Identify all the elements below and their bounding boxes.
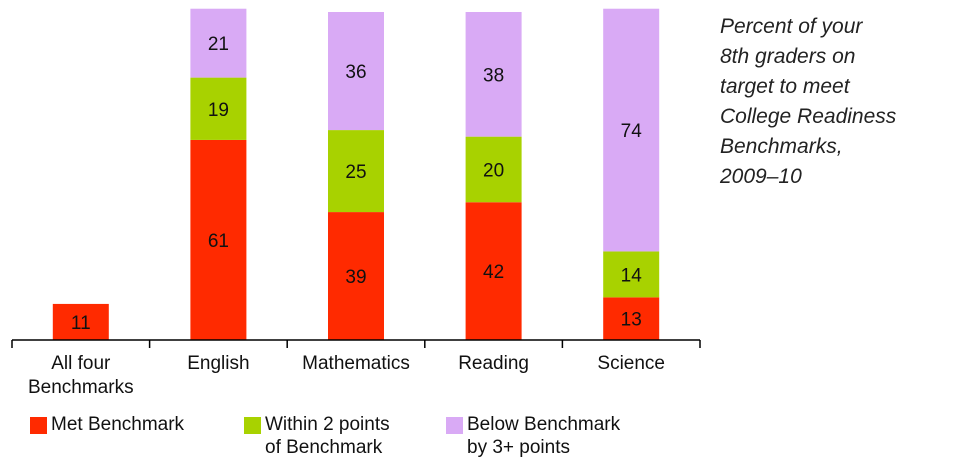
stacked-bar-chart: 11 61 19 21 39 25 36 42 20 38 13 14 74 All four Bench…	[11, 8, 701, 398]
note-line: Benchmarks,	[720, 135, 843, 158]
tick-label-reading: Reading	[458, 353, 529, 374]
bar-within-2-points-of-benchmark-english	[190, 77, 247, 140]
x-axis	[11, 339, 701, 348]
bar-below-benchmark-by-3-points-reading	[465, 12, 522, 137]
legend-label-line: Met Benchmark	[51, 414, 185, 435]
note-line: 2009–10	[720, 165, 802, 188]
bar-met-benchmark-science	[603, 297, 660, 340]
legend-label: Below Benchmark by 3+ points	[467, 413, 620, 459]
bars-group: 11 61 19 21 39 25 36 42 20 38 13 14 74	[52, 8, 660, 340]
tick-label-english: English	[187, 353, 249, 374]
category-labels: All four Benchmarks English Mathematics Read…	[28, 353, 665, 398]
legend-label: Met Benchmark	[51, 413, 184, 436]
data-label-met-benchmark-science: 13	[621, 310, 642, 331]
note-line: target to meet	[720, 75, 850, 98]
legend-swatch-within	[244, 417, 261, 434]
legend-label: Within 2 points of Benchmark	[265, 413, 390, 459]
bar-met-benchmark-english	[190, 139, 247, 340]
note-line: College Readiness	[720, 105, 897, 128]
legend-label-line: by 3+ points	[467, 437, 570, 458]
data-label-met-benchmark-english: 61	[208, 231, 229, 252]
data-label-below-benchmark-by-3-points-reading: 38	[483, 65, 504, 86]
data-label-met-benchmark-mathematics: 39	[345, 267, 366, 288]
bar-within-2-points-of-benchmark-science	[603, 251, 660, 298]
bar-met-benchmark-mathematics	[328, 212, 384, 340]
bar-met-benchmark-reading	[465, 202, 522, 340]
legend-label-line: Below Benchmark	[467, 414, 621, 435]
bar-below-benchmark-by-3-points-mathematics	[328, 12, 384, 131]
tick-label-science: Science	[597, 353, 665, 374]
bar-within-2-points-of-benchmark-reading	[465, 136, 522, 203]
data-label-met-benchmark-all-four-benchmarks: 11	[71, 313, 91, 334]
data-label-met-benchmark-reading: 42	[483, 262, 504, 283]
data-label-within-2-points-of-benchmark-mathematics: 25	[345, 162, 366, 183]
legend-label-line: Within 2 points	[265, 414, 390, 435]
data-label-below-benchmark-by-3-points-science: 74	[621, 121, 643, 142]
data-label-below-benchmark-by-3-points-mathematics: 36	[345, 62, 366, 83]
chart-note: Percent of your 8th graders on target to…	[720, 12, 965, 192]
legend-swatch-below	[446, 417, 463, 434]
legend-label-line: of Benchmark	[265, 437, 383, 458]
note-line: Percent of your	[720, 15, 863, 38]
legend-swatch-met	[30, 417, 47, 434]
tick-label-all-four-benchmarks: All four Benchmarks	[28, 353, 134, 398]
bar-below-benchmark-by-3-points-english	[190, 8, 247, 78]
data-label-within-2-points-of-benchmark-science: 14	[621, 265, 643, 286]
data-label-below-benchmark-by-3-points-english: 21	[208, 34, 229, 55]
bar-within-2-points-of-benchmark-mathematics	[328, 130, 384, 213]
bar-met-benchmark-all-four-benchmarks	[52, 303, 109, 340]
note-line: 8th graders on	[720, 45, 856, 68]
tick-label-mathematics: Mathematics	[302, 353, 410, 374]
bar-below-benchmark-by-3-points-science	[603, 8, 660, 252]
data-label-within-2-points-of-benchmark-english: 19	[208, 100, 229, 121]
data-label-within-2-points-of-benchmark-reading: 20	[483, 160, 504, 181]
